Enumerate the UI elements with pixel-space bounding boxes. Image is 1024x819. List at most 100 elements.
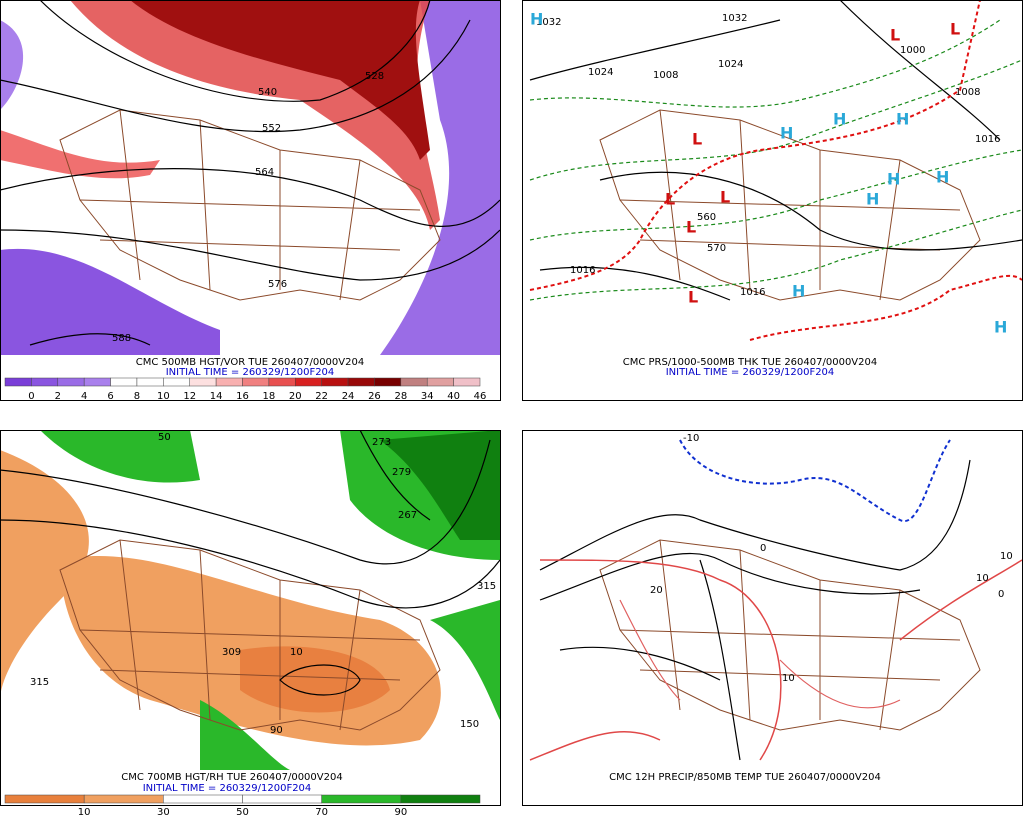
- contour-label: 10: [1000, 551, 1013, 562]
- colorbar-swatch: [189, 377, 217, 387]
- colorbar-label: 50: [236, 807, 249, 818]
- contour-label: 10: [290, 647, 303, 658]
- colorbar-label: 4: [81, 391, 87, 402]
- colorbar-swatch: [242, 794, 322, 804]
- colorbar-label: 10: [157, 391, 170, 402]
- contour-label: -10: [683, 433, 699, 444]
- colorbar-swatch: [4, 794, 85, 804]
- initial-time: INITIAL TIME = 260329/1200F204: [666, 367, 835, 378]
- panel-border: [522, 430, 1023, 806]
- low-marker: L: [688, 288, 698, 307]
- colorbar-swatch: [57, 377, 85, 387]
- colorbar-label: 22: [315, 391, 328, 402]
- high-marker: H: [896, 110, 909, 129]
- colorbar-label: 8: [134, 391, 140, 402]
- contour-label: 315: [477, 581, 496, 592]
- colorbar-label: 34: [421, 391, 434, 402]
- contour-label: 1032: [722, 13, 747, 24]
- colorbar-label: 20: [289, 391, 302, 402]
- colorbar-swatch: [163, 794, 243, 804]
- contour-label: 267: [398, 510, 417, 521]
- panel-title: CMC 700MB HGT/RH TUE 260407/0000V204: [121, 772, 342, 783]
- colorbar-label: 40: [447, 391, 460, 402]
- panel-pressure-thickness: 1032 1032 1024 1008 1024 1000 1008 1016 …: [522, 0, 1023, 401]
- colorbar-swatch: [374, 377, 402, 387]
- colorbar-label: 12: [183, 391, 196, 402]
- colorbar-swatch: [242, 377, 270, 387]
- panel-border: [0, 430, 501, 806]
- initial-time: INITIAL TIME = 260329/1200F204: [143, 783, 312, 794]
- contour-label: 570: [707, 243, 726, 254]
- colorbar-label: 0: [28, 391, 34, 402]
- panel-precip-850mb: -10 10 0 20 10 10 0 CMC 12H PRECIP/850MB…: [522, 430, 1023, 806]
- contour-label: 1016: [570, 265, 595, 276]
- colorbar-swatch: [268, 377, 296, 387]
- high-marker: H: [936, 168, 949, 187]
- colorbar-swatch: [400, 794, 481, 804]
- contour-label: 560: [697, 212, 716, 223]
- high-marker: H: [866, 190, 879, 209]
- panel-border: [522, 0, 1023, 401]
- colorbar-label: 16: [236, 391, 249, 402]
- colorbar-swatch: [110, 377, 138, 387]
- contour-label: 273: [372, 437, 391, 448]
- high-marker: H: [792, 282, 805, 301]
- contour-label: 564: [255, 167, 274, 178]
- high-marker: H: [780, 124, 793, 143]
- panel-title: CMC 500MB HGT/VOR TUE 260407/0000V204: [136, 357, 364, 368]
- colorbar-label: 46: [474, 391, 487, 402]
- colorbar-label: 90: [394, 807, 407, 818]
- colorbar-label: 10: [78, 807, 91, 818]
- colorbar-swatch: [83, 377, 111, 387]
- high-marker: H: [994, 318, 1007, 337]
- colorbar: 10 30 50 70 90: [4, 794, 481, 818]
- contour-label: 1016: [975, 134, 1000, 145]
- low-marker: L: [665, 190, 675, 209]
- contour-label: 90: [270, 725, 283, 736]
- contour-label: 552: [262, 123, 281, 134]
- low-marker: L: [890, 26, 900, 45]
- colorbar-swatch: [321, 377, 349, 387]
- contour-label: 528: [365, 71, 384, 82]
- colorbar-label: 2: [55, 391, 61, 402]
- colorbar-swatch: [136, 377, 164, 387]
- colorbar-swatch: [163, 377, 190, 387]
- panel-700mb: 273 279 267 315 309 315 50 90 150 10 CMC…: [0, 430, 501, 818]
- panel-title: CMC PRS/1000-500MB THK TUE 260407/0000V2…: [623, 357, 878, 368]
- colorbar-label: 28: [394, 391, 407, 402]
- contour-label: 10: [782, 673, 795, 684]
- low-marker: L: [692, 130, 702, 149]
- contour-label: 1024: [588, 67, 613, 78]
- high-marker: H: [530, 10, 543, 29]
- colorbar-swatch: [453, 377, 481, 387]
- contour-label: 1008: [653, 70, 678, 81]
- colorbar-label: 70: [315, 807, 328, 818]
- contour-label: 0: [998, 589, 1004, 600]
- colorbar-label: 14: [210, 391, 223, 402]
- colorbar-swatch: [347, 377, 375, 387]
- colorbar-label: 18: [263, 391, 276, 402]
- colorbar-swatch: [426, 377, 454, 387]
- contour-label: 1016: [740, 287, 765, 298]
- contour-label: 588: [112, 333, 131, 344]
- low-marker: L: [950, 20, 960, 39]
- colorbar-label: 6: [107, 391, 113, 402]
- contour-label: 309: [222, 647, 241, 658]
- contour-label: 540: [258, 87, 277, 98]
- colorbar-label: 30: [157, 807, 170, 818]
- colorbar-label: 26: [368, 391, 381, 402]
- panel-border: [0, 0, 501, 401]
- contour-label: 1032: [536, 17, 561, 28]
- colorbar-swatch: [295, 377, 322, 387]
- colorbar-swatch: [83, 794, 164, 804]
- contour-label: 1008: [955, 87, 980, 98]
- contour-label: 315: [30, 677, 49, 688]
- colorbar-swatch: [321, 794, 402, 804]
- colorbar-swatch: [4, 377, 32, 387]
- contour-label: 10: [976, 573, 989, 584]
- contour-label: 150: [460, 719, 479, 730]
- low-marker: L: [720, 188, 730, 207]
- panel-title: CMC 12H PRECIP/850MB TEMP TUE 260407/000…: [609, 772, 881, 783]
- contour-label: 279: [392, 467, 411, 478]
